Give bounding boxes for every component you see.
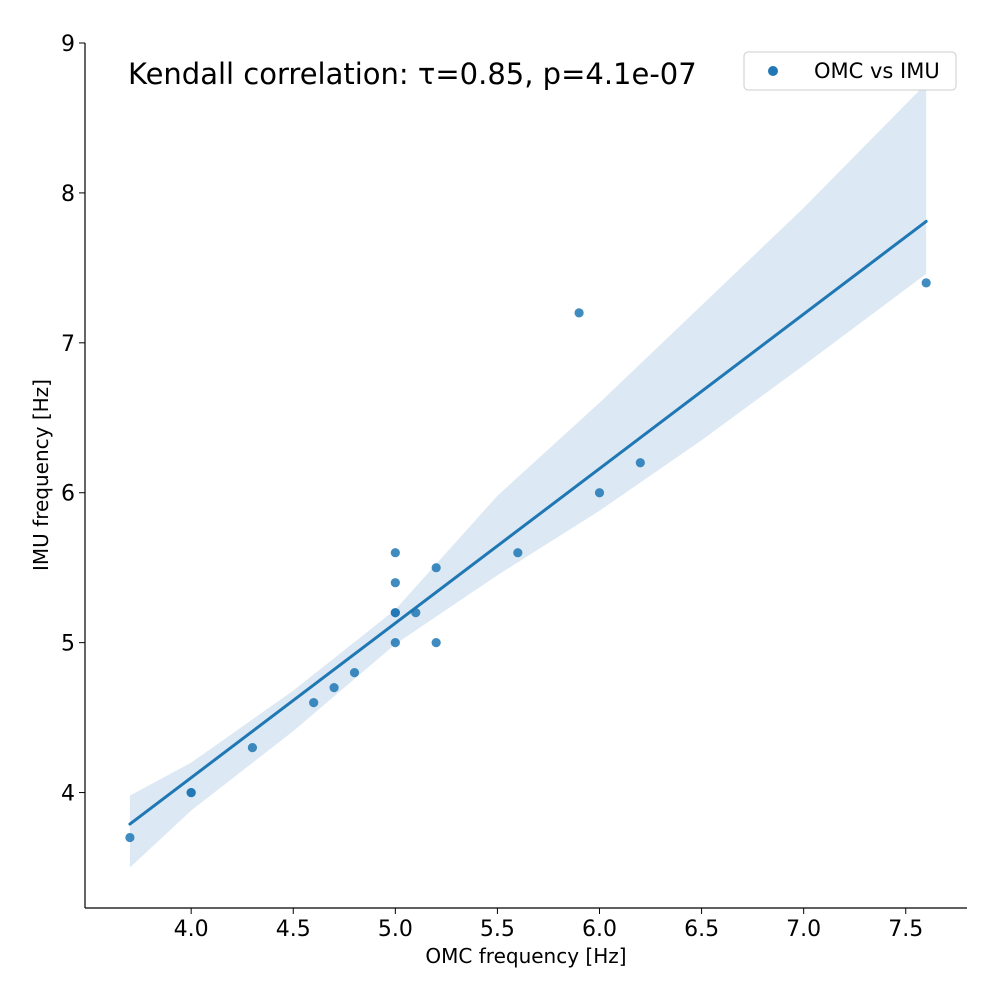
correlation-annotation: Kendall correlation: τ=0.85, p=4.1e-07 xyxy=(128,57,697,91)
x-tick-label: 6.5 xyxy=(684,917,719,942)
data-point xyxy=(390,548,400,558)
data-point xyxy=(349,668,360,678)
regression-line xyxy=(128,219,928,826)
x-tick-label: 5.0 xyxy=(378,917,413,942)
legend: OMC vs IMU xyxy=(743,51,957,91)
y-tick-label: 5 xyxy=(61,632,75,657)
data-point xyxy=(574,308,584,318)
data-point xyxy=(125,832,135,843)
data-point xyxy=(921,278,931,288)
data-point xyxy=(431,563,441,573)
data-point xyxy=(390,608,400,618)
regression-line-layer xyxy=(128,219,928,826)
y-tick-label: 9 xyxy=(61,32,75,57)
y-axis-ticks: 4 5 6 7 8 9 xyxy=(61,32,85,807)
data-point xyxy=(513,548,523,558)
legend-marker xyxy=(768,66,778,76)
y-tick-label: 6 xyxy=(61,482,75,507)
x-tick-label: 4.0 xyxy=(174,917,209,942)
x-tick-label: 5.5 xyxy=(480,917,515,942)
y-tick-label: 8 xyxy=(61,182,75,207)
legend-label: OMC vs IMU xyxy=(814,59,940,83)
legend-frame xyxy=(743,51,957,91)
data-point xyxy=(635,458,645,468)
x-axis-title: OMC frequency [Hz] xyxy=(425,944,626,968)
x-tick-label: 6.0 xyxy=(582,917,617,942)
data-point xyxy=(247,742,258,753)
data-point xyxy=(431,638,441,648)
data-point xyxy=(390,578,400,588)
data-point xyxy=(390,638,400,648)
data-point xyxy=(594,488,605,498)
x-tick-label: 4.5 xyxy=(276,917,311,942)
y-tick-label: 7 xyxy=(61,332,75,357)
data-point xyxy=(186,787,196,798)
x-axis-ticks: 4.0 4.5 5.0 5.5 6.0 6.5 7.0 7.5 xyxy=(174,908,923,942)
x-tick-label: 7.5 xyxy=(888,917,923,942)
data-point xyxy=(309,698,319,708)
data-point xyxy=(329,683,339,693)
data-points-layer xyxy=(125,278,931,843)
axes xyxy=(84,43,967,909)
data-point xyxy=(411,608,421,618)
y-axis-title: IMU frequency [Hz] xyxy=(29,379,53,571)
x-tick-label: 7.0 xyxy=(786,917,821,942)
y-tick-label: 4 xyxy=(61,782,75,807)
